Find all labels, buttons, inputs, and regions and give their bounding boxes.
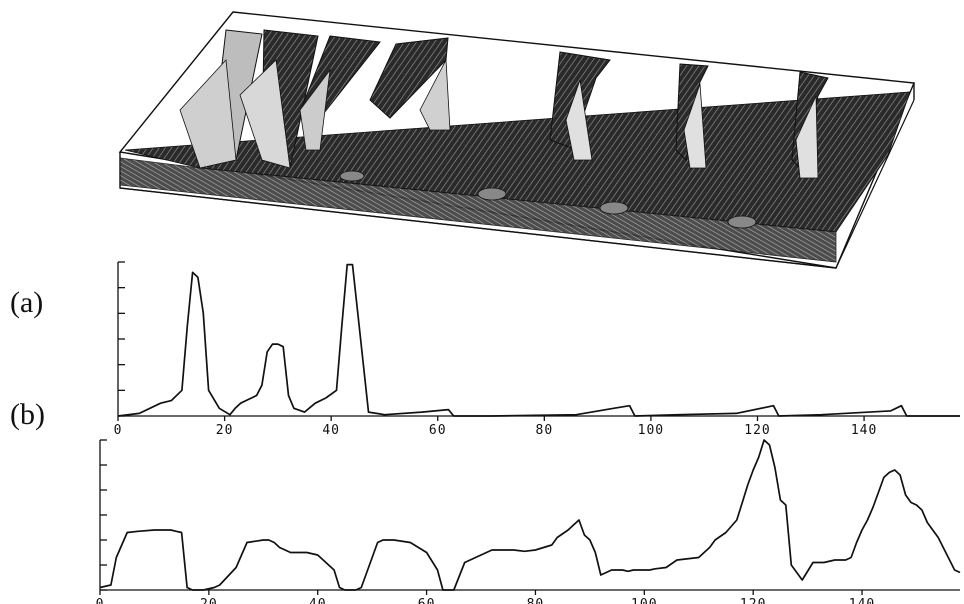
x-tick-label: 40 [322,423,340,438]
x-tick-label: 60 [418,597,436,604]
line-chart-a: 0 20 40 60 80 100 120 140 [114,261,960,438]
x-tick-label: 20 [216,423,234,438]
surface-dip [599,201,629,215]
surface-box-inner-right [835,99,915,269]
surface-highlight [565,79,593,161]
x-tick-label: 120 [740,597,766,604]
surface-base [124,91,911,233]
surface-dip [727,215,757,229]
x-tick-label: 100 [638,423,664,438]
x-tick-label: 120 [744,423,770,438]
surface-highlight [239,59,291,169]
surface-highlight [419,58,451,131]
surface-plot-3d [118,11,916,269]
surface-ridge [369,37,449,119]
line-chart-b: 0 20 40 60 80 100 120 140 [96,439,961,604]
surface-dip [339,170,365,182]
surface-box-inner-front [119,187,837,269]
x-tick-label: 0 [114,423,123,438]
x-tick-label: 0 [96,597,105,604]
surface-dip [477,187,507,201]
series-line-b [99,439,961,591]
x-tick-label: 80 [536,423,554,438]
x-tick-label: 140 [851,423,877,438]
panel-label-b: (b) [10,398,45,431]
x-tick-label: 140 [849,597,875,604]
x-tick-label: 100 [631,597,657,604]
surface-highlight [299,68,331,151]
series-line-a [117,263,960,417]
surface-highlight [179,59,237,169]
x-tick-label: 60 [429,423,447,438]
surface-highlight [795,95,819,179]
panel-label-a: (a) [10,286,43,319]
surface-highlight [683,83,707,169]
x-tick-label: 80 [527,597,545,604]
x-tick-label: 20 [200,597,218,604]
x-tick-label: 40 [309,597,327,604]
